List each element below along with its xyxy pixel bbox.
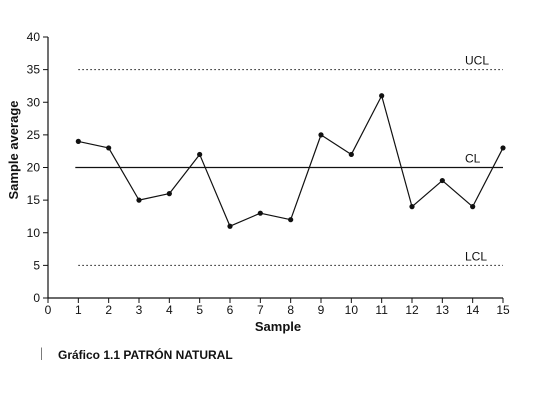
x-tick-label: 7 <box>257 303 264 317</box>
x-tick-label: 5 <box>196 303 203 317</box>
x-tick-label: 9 <box>318 303 325 317</box>
x-tick-label: 13 <box>436 303 450 317</box>
data-point <box>500 145 506 151</box>
y-tick-label: 30 <box>27 95 41 109</box>
control-label-cl: CL <box>465 152 481 166</box>
y-tick-label: 10 <box>27 226 41 240</box>
data-point <box>439 177 445 184</box>
figure-caption: Gráfico 1.1 PATRÓN NATURAL <box>58 348 233 362</box>
x-tick-label: 2 <box>105 303 112 317</box>
y-tick-label: 0 <box>33 291 40 305</box>
data-point <box>197 151 203 158</box>
data-point <box>379 93 385 99</box>
x-tick-label: 4 <box>166 303 173 317</box>
y-tick-label: 5 <box>33 258 40 272</box>
data-point <box>470 204 476 210</box>
data-point <box>227 223 233 229</box>
y-tick-label: 15 <box>27 193 41 207</box>
y-tick-label: 25 <box>27 128 41 142</box>
data-point <box>318 132 324 138</box>
x-tick-label: 6 <box>227 303 234 317</box>
control-label-lcl: LCL <box>465 249 487 263</box>
data-point <box>409 204 415 210</box>
control-lines: UCL CL LCL <box>75 54 503 266</box>
data-point <box>166 191 172 197</box>
data-point <box>75 138 81 144</box>
y-axis-title: Sample average <box>6 100 21 199</box>
series-line <box>78 95 504 227</box>
x-tick-label: 12 <box>405 303 419 317</box>
x-tick-label: 3 <box>136 303 143 317</box>
x-axis-title: Sample <box>255 319 301 334</box>
y-tick-label: 40 <box>27 30 41 44</box>
data-point <box>257 210 263 216</box>
data-point <box>288 217 294 223</box>
x-tick-label: 11 <box>375 303 388 317</box>
y-tick-label: 35 <box>27 63 41 77</box>
data-point <box>348 151 354 158</box>
data-point <box>136 197 142 203</box>
caption-mark: | <box>40 346 43 361</box>
data-point <box>106 145 112 151</box>
x-tick-label: 8 <box>287 303 294 317</box>
y-tick-label: 20 <box>27 161 41 175</box>
x-tick-label: 10 <box>345 303 359 317</box>
x-tick-label: 14 <box>466 303 480 317</box>
control-label-ucl: UCL <box>465 54 489 68</box>
x-tick-label: 0 <box>45 303 52 317</box>
x-tick-label: 15 <box>496 303 510 317</box>
chart-series <box>75 93 506 229</box>
x-tick-label: 1 <box>75 303 82 317</box>
